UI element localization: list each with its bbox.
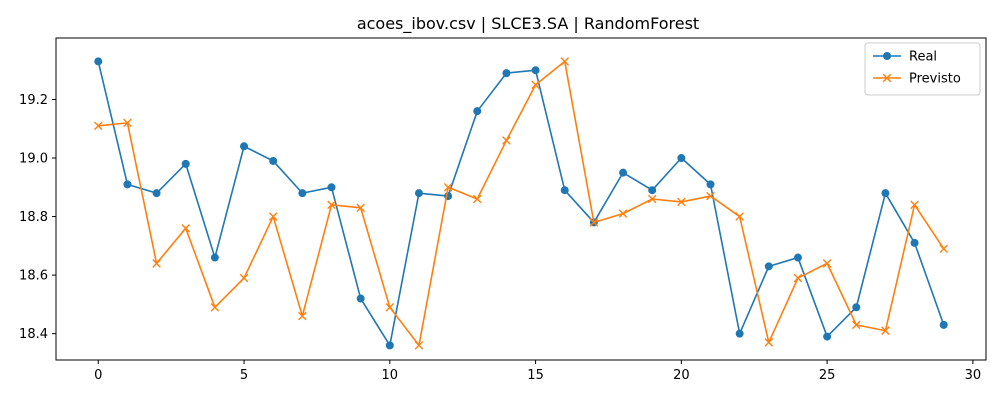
x-tick-label: 20 <box>673 368 690 383</box>
data-point <box>677 197 686 207</box>
data-point <box>327 200 336 210</box>
legend-label: Previsto <box>909 72 961 87</box>
data-point <box>268 212 278 221</box>
data-point <box>939 320 948 329</box>
data-point <box>881 326 890 336</box>
data-point <box>531 80 540 90</box>
data-point <box>823 332 832 341</box>
data-point <box>298 189 307 198</box>
data-point <box>385 341 394 350</box>
y-tick-label: 18.8 <box>19 210 48 225</box>
chart-title: acoes_ibov.csv | SLCE3.SA | RandomForest <box>357 14 699 34</box>
x-tick-label: 0 <box>94 368 102 383</box>
data-point <box>852 303 861 312</box>
legend-marker <box>883 52 891 60</box>
plot-frame <box>55 37 987 361</box>
series-real <box>94 57 948 350</box>
data-point <box>822 259 832 268</box>
data-point <box>414 341 424 350</box>
data-point <box>560 57 570 66</box>
data-point <box>764 262 773 271</box>
data-point <box>239 273 249 283</box>
data-point <box>910 238 919 247</box>
data-point <box>735 329 744 338</box>
x-tick-label: 30 <box>965 368 982 383</box>
series-previsto <box>93 57 949 350</box>
data-point <box>706 191 715 201</box>
data-point <box>618 209 628 218</box>
y-tick-label: 18.6 <box>19 269 48 284</box>
legend: Real Previsto <box>864 42 981 96</box>
y-tick-label: 19.2 <box>19 93 48 108</box>
data-point <box>706 180 715 189</box>
data-point <box>473 107 482 116</box>
data-point <box>589 218 599 227</box>
data-point <box>385 303 395 312</box>
x-tick-label: 5 <box>240 368 248 383</box>
x-tick-label: 15 <box>527 368 544 383</box>
data-point <box>560 186 569 195</box>
data-point <box>181 159 190 168</box>
y-tick-label: 18.4 <box>19 327 48 342</box>
data-point <box>648 186 657 195</box>
legend-item-previsto: Previsto <box>873 72 961 87</box>
data-point <box>414 189 423 198</box>
y-tick-label: 19.0 <box>19 152 48 167</box>
series-layer <box>93 57 949 350</box>
data-point <box>152 189 161 198</box>
data-point <box>298 311 307 321</box>
data-point <box>472 194 482 204</box>
data-point <box>356 294 365 303</box>
data-point <box>240 142 249 151</box>
data-point <box>502 136 511 145</box>
data-point <box>735 212 744 221</box>
data-point <box>269 156 278 165</box>
series-line-previsto <box>98 60 945 347</box>
data-point <box>443 182 453 192</box>
x-tick-label: 10 <box>382 368 399 383</box>
legend-item-real: Real <box>873 50 937 65</box>
data-point <box>677 154 686 163</box>
data-point <box>502 69 511 78</box>
x-tick-label: 25 <box>819 368 836 383</box>
data-point <box>793 253 802 262</box>
data-point <box>152 259 161 268</box>
data-point <box>939 244 949 254</box>
data-point <box>881 189 890 198</box>
data-point <box>181 223 191 233</box>
data-point <box>327 183 336 192</box>
data-point <box>531 66 540 75</box>
data-point <box>210 303 220 312</box>
data-point <box>647 194 657 204</box>
data-point <box>619 168 628 177</box>
legend-label: Real <box>909 50 937 65</box>
series-line-real <box>97 61 945 347</box>
data-point <box>93 121 103 131</box>
data-point <box>910 200 919 210</box>
data-point <box>123 180 132 189</box>
data-point <box>851 320 861 330</box>
axes: 0 5 10 15 20 25 30 18.4 18.6 18.8 19.0 19.2 <box>19 37 987 383</box>
data-point <box>356 203 365 213</box>
data-point <box>210 253 219 262</box>
data-point <box>793 273 803 283</box>
data-point <box>764 338 774 347</box>
data-point <box>123 118 132 128</box>
data-point <box>94 57 103 66</box>
legend-marker <box>882 73 892 83</box>
